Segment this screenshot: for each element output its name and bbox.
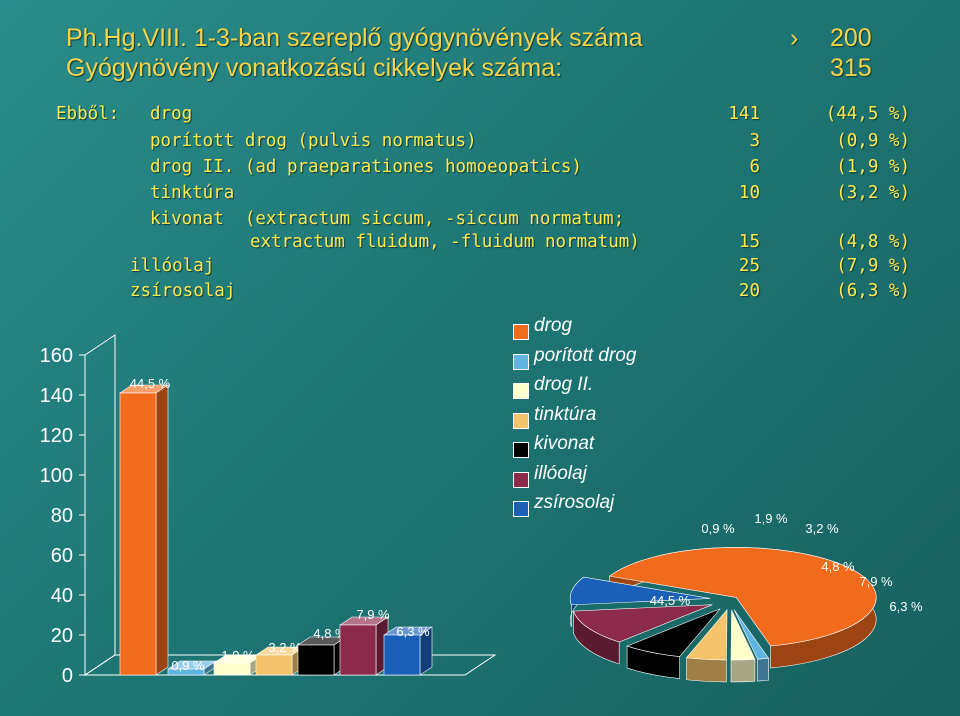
table-row-label: porított drog (pulvis normatus) bbox=[150, 131, 477, 151]
table-row-count: 6 bbox=[749, 157, 760, 177]
pie-slice-side bbox=[686, 657, 727, 683]
pie-data-label: 0,9 % bbox=[701, 521, 735, 536]
y-tick-label: 100 bbox=[40, 465, 73, 487]
bar-data-label: 4,8 % bbox=[313, 626, 347, 641]
pie-slice-side bbox=[757, 657, 769, 682]
bar-data-label: 44,5 % bbox=[130, 376, 171, 391]
legend-swatch bbox=[513, 471, 529, 488]
table-row-pct: (7,9 %) bbox=[836, 256, 910, 276]
pie-data-label: 4,8 % bbox=[821, 559, 855, 574]
table-row-count: 3 bbox=[749, 131, 760, 151]
y-tick-label: 40 bbox=[51, 585, 73, 607]
legend-label: zsírosolaj bbox=[534, 492, 615, 513]
pie-data-label: 44,5 % bbox=[650, 593, 691, 608]
table-row-pct: (6,3 %) bbox=[836, 281, 910, 301]
pie-slice bbox=[569, 576, 711, 606]
legend-swatch bbox=[513, 324, 529, 340]
legend-label: tinktúra bbox=[534, 403, 597, 425]
bar bbox=[339, 624, 377, 676]
pie-slice bbox=[573, 604, 713, 643]
pie-slice-side bbox=[730, 658, 756, 683]
pie-data-label: 1,9 % bbox=[754, 511, 788, 526]
y-tick-label: 80 bbox=[51, 505, 73, 527]
pie-data-label: 6,3 % bbox=[889, 599, 923, 614]
pie-slice bbox=[733, 609, 770, 660]
y-tick-label: 160 bbox=[40, 345, 73, 367]
header-line2-value: 315 bbox=[830, 54, 872, 82]
legend-label: drog II. bbox=[534, 374, 594, 395]
table-row-pct: (44,5 %) bbox=[825, 104, 910, 124]
table-row-label: kivonat (extractum siccum, -siccum norma… bbox=[150, 209, 625, 229]
pie-slice bbox=[685, 609, 728, 661]
pie-slice bbox=[608, 547, 877, 647]
bar-data-label: 6,3 % bbox=[396, 624, 430, 639]
table-row-count: 20 bbox=[738, 281, 760, 301]
table-prefix: Ebből: bbox=[56, 104, 120, 124]
pie-slice bbox=[626, 608, 721, 657]
bar bbox=[297, 644, 335, 676]
bar-data-label: 0,9 % bbox=[171, 658, 205, 673]
table-row-pct: (0,9 %) bbox=[836, 131, 910, 151]
y-tick-label: 0 bbox=[62, 665, 73, 687]
table-row-count: 15 bbox=[738, 232, 760, 252]
bar bbox=[167, 668, 205, 676]
bar bbox=[119, 392, 157, 676]
bar bbox=[255, 654, 293, 676]
table-row-label: zsírosolaj bbox=[130, 281, 236, 301]
y-tick-label: 60 bbox=[51, 545, 73, 567]
table-row-label: drog II. (ad praeparationes homoeopatics… bbox=[150, 157, 582, 177]
legend-label: illóolaj bbox=[534, 462, 587, 484]
header-line1-value: 200 bbox=[830, 24, 872, 52]
bar-side bbox=[155, 384, 169, 676]
table-row-pct: (4,8 %) bbox=[836, 232, 910, 252]
header-line2: Gyógynövény vonatkozású cikkelyek száma: bbox=[66, 54, 563, 82]
table-row-label: illóolaj bbox=[130, 256, 215, 276]
pie-data-label: 3,2 % bbox=[805, 521, 839, 536]
legend-swatch bbox=[513, 353, 529, 370]
table-row-label: extractum fluidum, -fluidum normatum) bbox=[250, 232, 640, 252]
pie-slice bbox=[730, 609, 756, 661]
y-tick-label: 120 bbox=[40, 425, 73, 447]
bar-data-label: 3,2 % bbox=[268, 640, 302, 655]
header-line1: Ph.Hg.VIII. 1-3-ban szereplő gyógynövény… bbox=[66, 24, 643, 52]
legend-swatch bbox=[513, 501, 529, 517]
chart-floor bbox=[83, 654, 497, 676]
legend-label: porított drog bbox=[534, 344, 637, 366]
arrow-icon: › bbox=[790, 24, 799, 52]
table-row-count: 10 bbox=[738, 183, 760, 203]
y-tick-label: 20 bbox=[51, 625, 73, 647]
legend-label: drog bbox=[534, 315, 573, 336]
y-tick-label: 140 bbox=[40, 385, 73, 407]
bar bbox=[383, 634, 421, 676]
pie-data-label: 7,9 % bbox=[859, 574, 893, 589]
table-row-label: tinktúra bbox=[150, 183, 235, 203]
legend-label: kivonat bbox=[534, 433, 595, 454]
table-row-count: 141 bbox=[728, 104, 760, 124]
legend-swatch bbox=[513, 442, 529, 458]
legend-swatch bbox=[513, 412, 529, 429]
chart-side-wall bbox=[84, 334, 116, 676]
table-row-pct: (3,2 %) bbox=[836, 183, 910, 203]
bar bbox=[213, 662, 251, 676]
table-row-pct: (1,9 %) bbox=[836, 157, 910, 177]
bar-data-label: 1,9 % bbox=[221, 648, 255, 663]
table-row-label: drog bbox=[150, 104, 193, 124]
legend-swatch bbox=[513, 383, 529, 399]
table-row-count: 25 bbox=[738, 256, 760, 276]
bar-data-label: 7,9 % bbox=[356, 607, 390, 622]
